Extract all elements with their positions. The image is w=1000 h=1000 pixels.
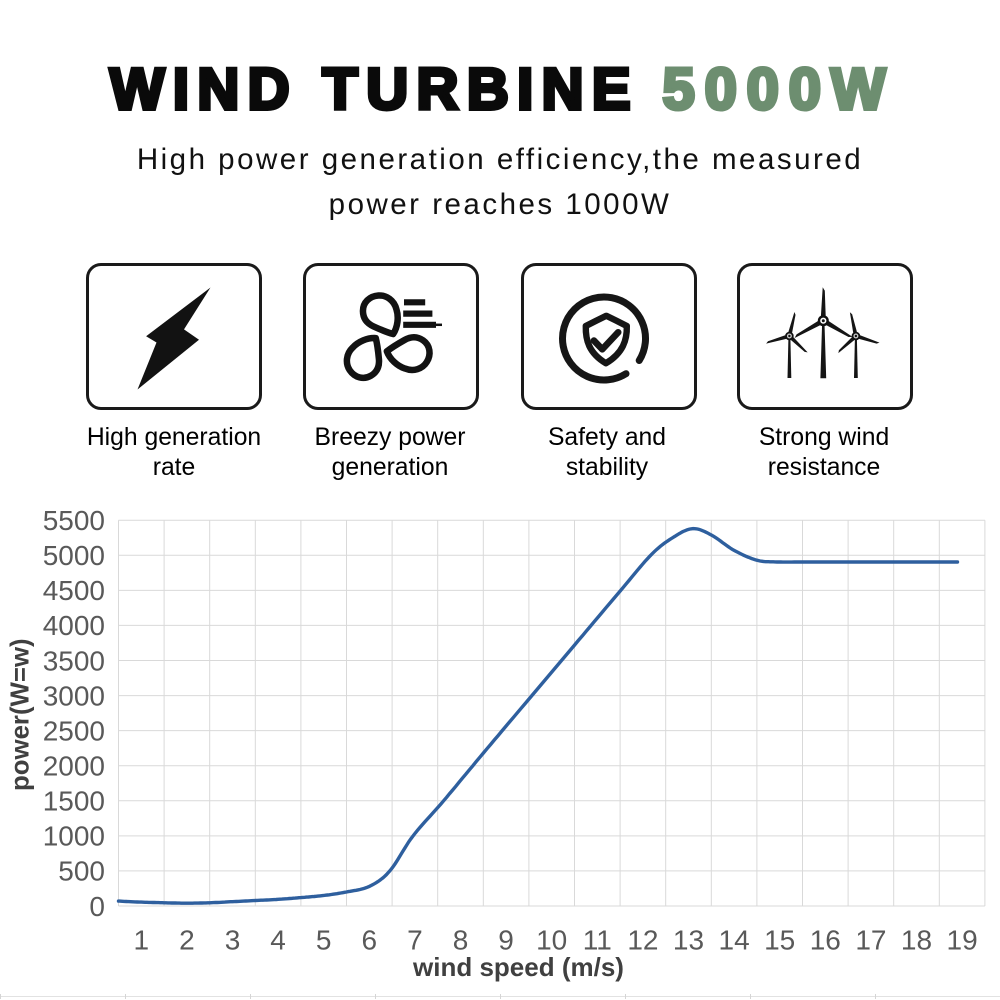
svg-text:2500: 2500 bbox=[43, 715, 105, 746]
svg-text:1000: 1000 bbox=[43, 821, 105, 852]
svg-text:2000: 2000 bbox=[43, 751, 105, 782]
svg-text:2: 2 bbox=[179, 925, 195, 956]
svg-text:9: 9 bbox=[498, 925, 514, 956]
svg-text:10: 10 bbox=[536, 925, 567, 956]
svg-text:3: 3 bbox=[225, 925, 241, 956]
svg-text:13: 13 bbox=[673, 925, 704, 956]
svg-text:7: 7 bbox=[407, 925, 423, 956]
svg-text:6: 6 bbox=[362, 925, 378, 956]
svg-text:wind speed (m/s): wind speed (m/s) bbox=[412, 952, 624, 982]
svg-text:11: 11 bbox=[583, 925, 612, 956]
svg-text:1500: 1500 bbox=[43, 786, 105, 817]
svg-text:8: 8 bbox=[453, 925, 469, 956]
svg-text:5500: 5500 bbox=[43, 505, 105, 536]
svg-text:4000: 4000 bbox=[43, 610, 105, 641]
svg-text:17: 17 bbox=[855, 925, 886, 956]
svg-text:500: 500 bbox=[58, 856, 105, 887]
svg-text:0: 0 bbox=[89, 891, 105, 922]
svg-text:5000: 5000 bbox=[43, 540, 105, 571]
svg-text:15: 15 bbox=[764, 925, 795, 956]
svg-text:16: 16 bbox=[810, 925, 841, 956]
svg-text:power(W=w): power(W=w) bbox=[7, 638, 35, 791]
svg-text:1: 1 bbox=[134, 925, 150, 956]
svg-text:4500: 4500 bbox=[43, 575, 105, 606]
svg-text:5: 5 bbox=[316, 925, 332, 956]
svg-text:4: 4 bbox=[270, 925, 286, 956]
svg-text:12: 12 bbox=[627, 925, 658, 956]
svg-text:19: 19 bbox=[947, 925, 978, 956]
svg-text:3500: 3500 bbox=[43, 645, 105, 676]
svg-text:14: 14 bbox=[719, 925, 750, 956]
svg-text:3000: 3000 bbox=[43, 680, 105, 711]
svg-text:18: 18 bbox=[901, 925, 932, 956]
